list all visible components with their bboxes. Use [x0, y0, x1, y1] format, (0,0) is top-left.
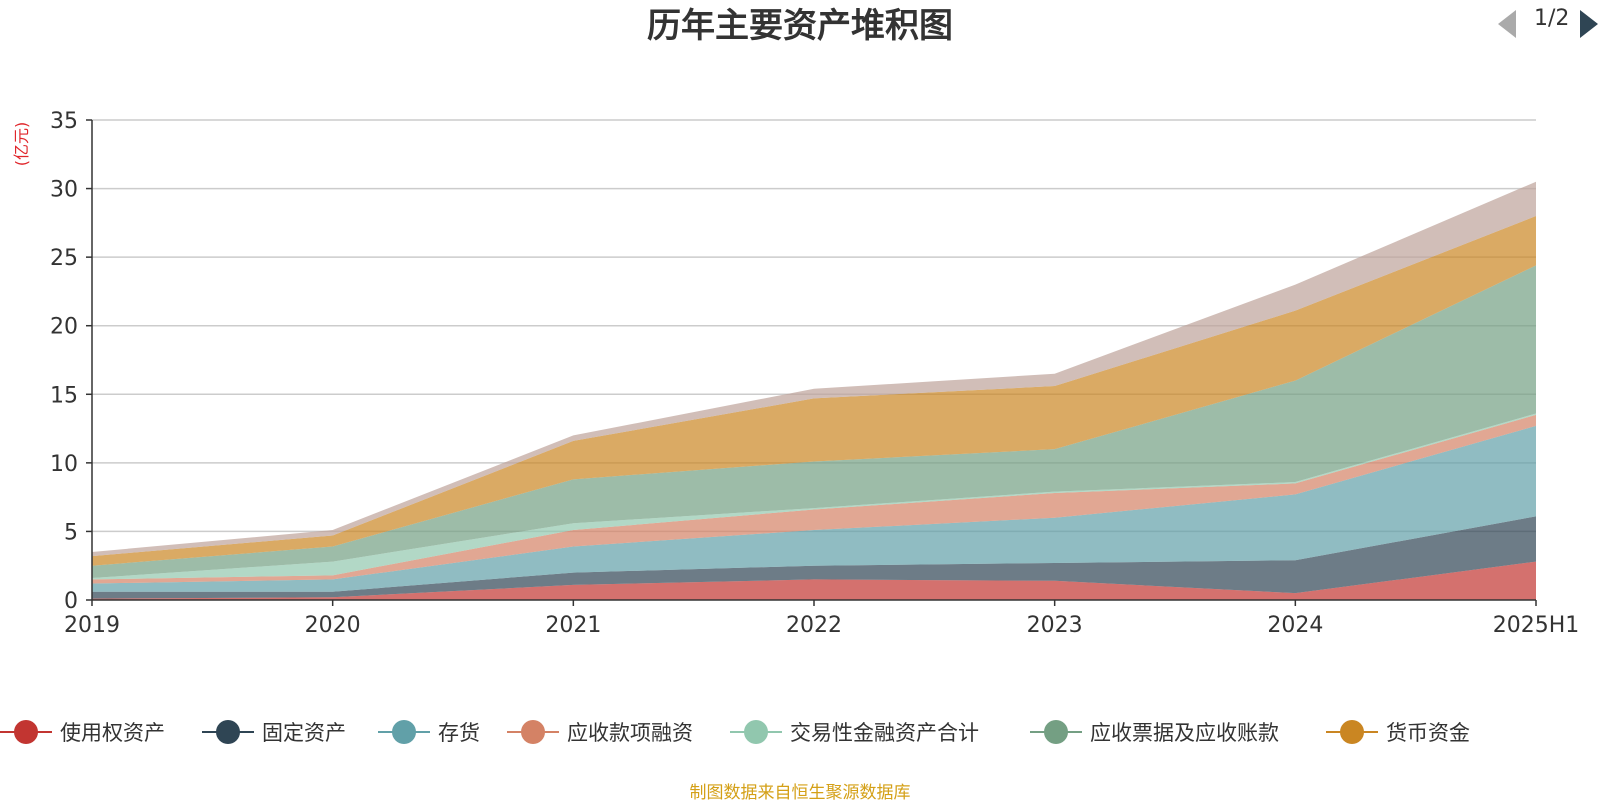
legend-label: 使用权资产	[60, 721, 165, 745]
area-series-2	[92, 516, 1536, 599]
legend-page-indicator: 1/2	[1534, 6, 1570, 31]
legend-marker-icon	[507, 712, 559, 752]
x-tick-label: 2019	[64, 613, 120, 638]
x-tick-label: 2024	[1267, 613, 1323, 638]
legend-item[interactable]: 固定资产	[202, 712, 346, 752]
y-tick-label: 25	[50, 246, 78, 271]
legend-item[interactable]: 货币资金	[1326, 712, 1470, 752]
legend-marker-icon	[1030, 712, 1082, 752]
y-tick-label: 30	[50, 178, 78, 203]
area-series	[92, 181, 1536, 600]
legend: 使用权资产 固定资产 存货 应收款项融资 交易性金融资产合计 应收票据及应收账款 货币资金	[0, 712, 1600, 752]
legend-label: 应收款项融资	[567, 721, 693, 745]
legend-item[interactable]: 应收款项融资	[507, 712, 693, 752]
axes: 0 5 10 15 20 25 30 35 2019 2020 2021 2022 2023 2024 20…	[50, 109, 1579, 638]
legend-item[interactable]: 交易性金融资产合计	[730, 712, 979, 752]
y-tick-label: 0	[64, 589, 78, 614]
legend-label: 应收票据及应收账款	[1090, 721, 1279, 745]
y-axis-unit-label: (亿元)	[12, 122, 31, 167]
area-series-3	[92, 425, 1536, 592]
area-series-1	[92, 561, 1536, 600]
y-tick-label: 5	[64, 520, 78, 545]
legend-item[interactable]: 存货	[378, 712, 480, 752]
y-tick-label: 35	[50, 109, 78, 134]
legend-label: 货币资金	[1386, 721, 1470, 745]
legend-marker-icon	[1326, 712, 1378, 752]
x-tick-label: 2022	[786, 613, 842, 638]
y-tick-label: 10	[50, 452, 78, 477]
legend-next-page-icon[interactable]	[1580, 10, 1598, 38]
legend-marker-icon	[730, 712, 782, 752]
legend-item[interactable]: 使用权资产	[0, 712, 165, 752]
legend-marker-icon	[0, 712, 52, 752]
y-tick-label: 15	[50, 383, 78, 408]
legend-label: 存货	[438, 721, 480, 745]
y-tick-label: 20	[50, 315, 78, 340]
area-series-7	[92, 216, 1536, 566]
source-note: 制图数据来自恒生聚源数据库	[689, 783, 911, 803]
x-tick-label: 2023	[1027, 613, 1083, 638]
legend-marker-icon	[202, 712, 254, 752]
legend-item[interactable]: 应收票据及应收账款	[1030, 712, 1279, 752]
chart-title: 历年主要资产堆积图	[647, 6, 953, 46]
legend-label: 交易性金融资产合计	[790, 721, 979, 745]
x-tick-label: 2021	[545, 613, 601, 638]
x-tick-label: 2025H1	[1493, 613, 1580, 638]
x-tick-label: 2020	[305, 613, 361, 638]
legend-marker-icon	[378, 712, 430, 752]
area-series-6	[92, 265, 1536, 579]
legend-prev-page-icon[interactable]	[1498, 10, 1516, 38]
legend-label: 固定资产	[262, 721, 346, 745]
